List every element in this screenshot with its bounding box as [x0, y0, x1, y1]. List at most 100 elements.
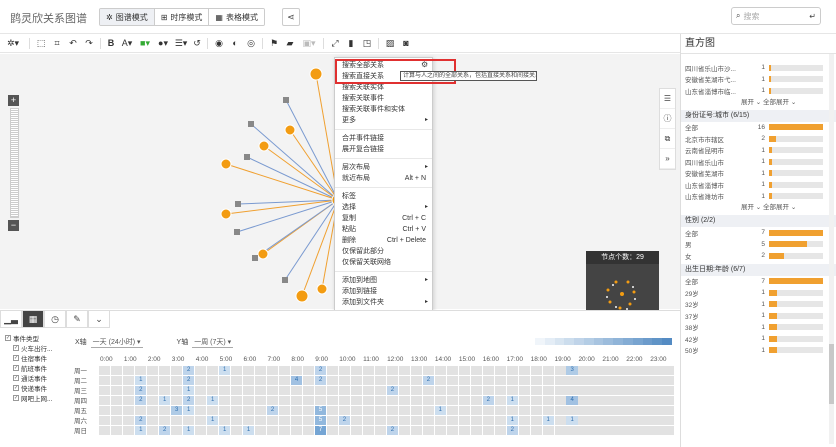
heatmap-cell[interactable]: [530, 375, 542, 385]
heatmap-cell[interactable]: 1: [242, 425, 255, 435]
heatmap-cell[interactable]: [171, 375, 183, 385]
heatmap-cell[interactable]: [446, 425, 459, 435]
heatmap-cell[interactable]: [542, 385, 554, 395]
heatmap-cell[interactable]: [458, 405, 471, 415]
heatmap-cell[interactable]: [614, 385, 626, 395]
heatmap-cell[interactable]: [123, 385, 135, 395]
heatmap-cell[interactable]: [398, 365, 411, 375]
heatmap-cell[interactable]: [650, 385, 662, 395]
heatmap-cell[interactable]: 2: [182, 395, 195, 405]
heatmap-cell[interactable]: [302, 375, 315, 385]
heatmap-cell[interactable]: [578, 425, 590, 435]
heatmap-cell[interactable]: [135, 405, 147, 415]
heatmap-cell[interactable]: [350, 425, 363, 435]
heatmap-cell[interactable]: [230, 405, 243, 415]
histogram-row[interactable]: 29岁 1: [681, 287, 836, 299]
heatmap-cell[interactable]: 1: [218, 365, 231, 375]
heatmap-cell[interactable]: [638, 415, 650, 425]
heatmap-cell[interactable]: [614, 405, 626, 415]
zoom-out-button[interactable]: −: [8, 220, 19, 231]
histogram-row[interactable]: 50岁 1: [681, 345, 836, 357]
menu-item[interactable]: 搜索关联事件: [335, 93, 432, 104]
heatmap-cell[interactable]: [254, 405, 267, 415]
heatmap-cell[interactable]: [374, 365, 387, 375]
heatmap-cell[interactable]: [338, 365, 351, 375]
heatmap-cell[interactable]: [171, 425, 183, 435]
tree-item[interactable]: ✓ 航班事件: [5, 363, 70, 373]
heatmap-cell[interactable]: [123, 425, 135, 435]
heatmap-cell[interactable]: [159, 375, 171, 385]
heatmap-cell[interactable]: [506, 375, 518, 385]
heatmap-cell[interactable]: [446, 395, 459, 405]
heatmap-cell[interactable]: [638, 375, 650, 385]
heatmap-cell[interactable]: [650, 415, 662, 425]
heatmap-cell[interactable]: 1: [506, 395, 518, 405]
mode-graph-button[interactable]: ✲ 图谱模式: [100, 9, 155, 25]
heatmap-cell[interactable]: 2: [482, 395, 494, 405]
menu-item[interactable]: 仅保留关联网络: [335, 257, 432, 268]
heatmap-cell[interactable]: [194, 395, 207, 405]
heatmap-cell[interactable]: [662, 395, 674, 405]
heatmap-cell[interactable]: [123, 395, 135, 405]
heatmap-cell[interactable]: [302, 385, 315, 395]
heatmap-cell[interactable]: [626, 385, 638, 395]
heatmap-cell[interactable]: [470, 385, 482, 395]
heatmap-cell[interactable]: [398, 375, 411, 385]
heatmap-cell[interactable]: [350, 405, 363, 415]
heatmap-cell[interactable]: 2: [135, 415, 147, 425]
line-style-icon[interactable]: ☰▾: [174, 37, 188, 48]
heatmap-cell[interactable]: [542, 395, 554, 405]
group-icon[interactable]: ▣▾: [302, 37, 316, 48]
heatmap-cell[interactable]: [518, 415, 530, 425]
heatmap-cell[interactable]: [302, 425, 315, 435]
heatmap-cell[interactable]: 2: [159, 425, 171, 435]
heatmap-cell[interactable]: [171, 365, 183, 375]
heatmap-cell[interactable]: [494, 385, 506, 395]
heatmap-cell[interactable]: [422, 365, 435, 375]
heatmap-cell[interactable]: [230, 385, 243, 395]
heatmap-cell[interactable]: [206, 425, 219, 435]
heatmap-cell[interactable]: [302, 365, 315, 375]
heatmap-cell[interactable]: [422, 395, 435, 405]
heatmap-cell[interactable]: [326, 425, 339, 435]
checkbox[interactable]: ✓: [13, 365, 19, 371]
heatmap-cell[interactable]: [171, 395, 183, 405]
heatmap-cell[interactable]: [290, 385, 303, 395]
heatmap-cell[interactable]: [542, 425, 554, 435]
heatmap-cell[interactable]: [554, 365, 566, 375]
heatmap-cell[interactable]: 2: [422, 375, 435, 385]
heatmap-cell[interactable]: [171, 415, 183, 425]
heatmap-cell[interactable]: [386, 365, 399, 375]
heatmap-cell[interactable]: [242, 365, 255, 375]
copy-icon[interactable]: ⧉: [660, 129, 675, 149]
menu-item[interactable]: 标签: [335, 191, 432, 202]
heatmap-cell[interactable]: 7: [314, 425, 327, 435]
heatmap-cell[interactable]: [662, 375, 674, 385]
heatmap-cell[interactable]: [530, 395, 542, 405]
heatmap-cell[interactable]: [398, 385, 411, 395]
heatmap-cell[interactable]: [638, 395, 650, 405]
heatmap-cell[interactable]: [650, 365, 662, 375]
heatmap-cell[interactable]: 1: [566, 415, 578, 425]
heatmap-cell[interactable]: [458, 415, 471, 425]
info-icon[interactable]: ⓘ: [660, 109, 675, 129]
heatmap-cell[interactable]: [422, 425, 435, 435]
layout-icon[interactable]: ✲▾: [6, 37, 20, 48]
heatmap-cell[interactable]: [230, 365, 243, 375]
tree-root[interactable]: ✓ 事件类型: [5, 333, 70, 343]
heatmap-cell[interactable]: [566, 405, 578, 415]
heatmap-cell[interactable]: [662, 415, 674, 425]
heatmap-cell[interactable]: [254, 425, 267, 435]
heatmap-cell[interactable]: [302, 405, 315, 415]
heatmap-cell[interactable]: [99, 375, 111, 385]
heatmap[interactable]: 0:00 1:00 2:00 3:00 4:00 5:00 6:00 7:00 8:00 9:00…: [74, 356, 674, 435]
heatmap-cell[interactable]: 3: [171, 405, 183, 415]
heatmap-cell[interactable]: [434, 385, 447, 395]
heatmap-cell[interactable]: [135, 365, 147, 375]
heatmap-cell[interactable]: [254, 375, 267, 385]
heatmap-cell[interactable]: 1: [506, 415, 518, 425]
heatmap-cell[interactable]: [194, 405, 207, 415]
heatmap-cell[interactable]: [614, 395, 626, 405]
menu-item[interactable]: 选择 ▸: [335, 202, 432, 213]
